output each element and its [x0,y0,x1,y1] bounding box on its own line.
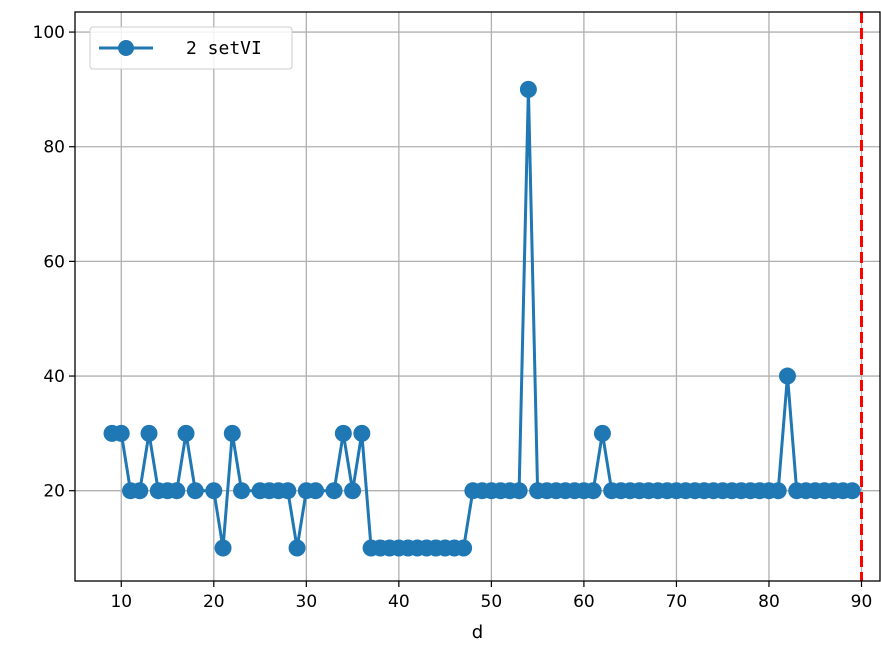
data-point [593,424,611,442]
data-point [168,482,186,500]
legend-label: 2 setVI [186,38,262,59]
data-point [584,482,602,500]
x-axis-label: d [472,622,483,643]
y-tick-label: 80 [43,138,65,158]
y-tick-label: 100 [33,23,65,43]
y-tick-label: 40 [43,367,65,387]
data-point [307,482,325,500]
data-point [778,367,796,385]
x-tick-label: 80 [758,592,780,612]
data-point [344,482,362,500]
x-tick-label: 90 [851,592,873,612]
x-tick-label: 10 [110,592,132,612]
x-tick-label: 40 [388,592,410,612]
data-point [288,539,306,557]
x-tick-label: 70 [666,592,688,612]
data-point [455,539,473,557]
data-point [510,482,528,500]
data-point [186,482,204,500]
data-point [325,482,343,500]
data-point [223,424,241,442]
series-markers [103,80,861,557]
series-line [112,87,853,550]
legend-box [89,26,293,70]
x-tick-label: 20 [203,592,225,612]
data-point [769,482,787,500]
data-point [112,424,130,442]
data-point [233,482,251,500]
x-tick-label: 60 [573,592,595,612]
data-point [214,539,232,557]
data-point [177,424,195,442]
x-tick-label: 30 [296,592,318,612]
data-point [140,424,158,442]
series-line-group [112,87,853,550]
data-point [843,482,861,500]
data-point [279,482,297,500]
data-point [334,424,352,442]
y-tick-label: 60 [43,252,65,272]
legend-marker-swatch [118,40,134,56]
data-point [131,482,149,500]
plot-frame [74,11,881,582]
axis-ticks: 10 20 30 40 50 60 70 80 90 20 40 60 80 100 [33,23,873,612]
legend: 2 setVI [89,26,293,70]
grid-lines [75,12,880,581]
data-point [519,80,537,98]
data-point [205,482,223,500]
x-tick-label: 50 [481,592,503,612]
y-tick-label: 20 [43,482,65,502]
data-point [353,424,371,442]
